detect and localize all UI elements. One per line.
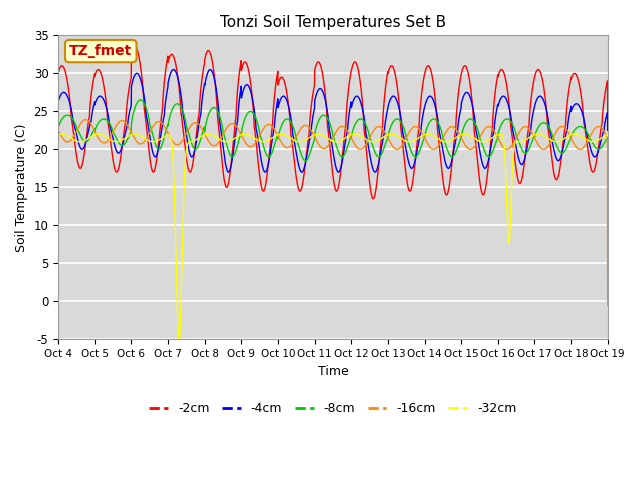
Legend: -2cm, -4cm, -8cm, -16cm, -32cm: -2cm, -4cm, -8cm, -16cm, -32cm bbox=[145, 397, 522, 420]
Text: TZ_fmet: TZ_fmet bbox=[69, 44, 132, 58]
Title: Tonzi Soil Temperatures Set B: Tonzi Soil Temperatures Set B bbox=[220, 15, 446, 30]
Y-axis label: Soil Temperature (C): Soil Temperature (C) bbox=[15, 123, 28, 252]
X-axis label: Time: Time bbox=[317, 365, 348, 378]
